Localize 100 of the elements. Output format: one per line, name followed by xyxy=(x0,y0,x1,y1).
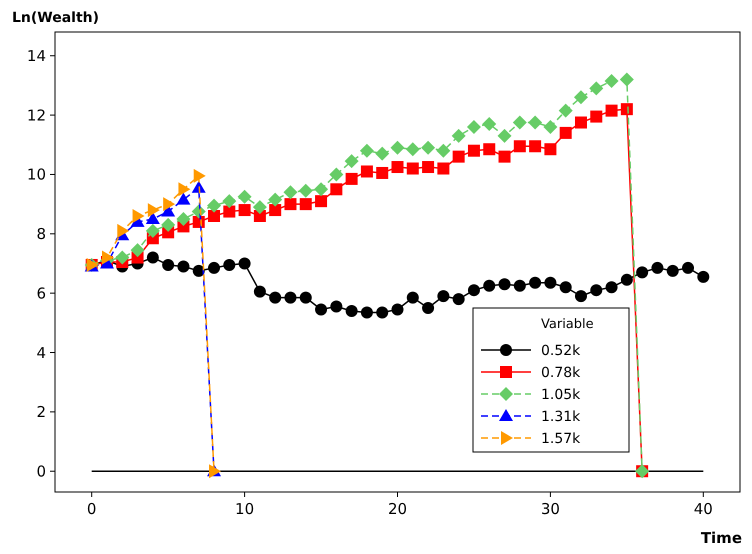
point xyxy=(163,197,176,212)
point xyxy=(284,292,296,304)
point xyxy=(406,292,419,304)
point xyxy=(529,276,542,289)
point xyxy=(284,198,296,210)
point xyxy=(436,144,450,158)
x-tick-label: 10 xyxy=(235,500,254,518)
point xyxy=(315,195,328,208)
point xyxy=(162,258,174,271)
point xyxy=(208,262,220,274)
point xyxy=(117,224,130,238)
point xyxy=(452,150,465,163)
point xyxy=(346,304,358,317)
point xyxy=(360,144,374,158)
point xyxy=(392,161,404,174)
x-tick-label: 0 xyxy=(86,500,96,518)
point xyxy=(161,218,176,232)
point xyxy=(207,198,222,213)
point xyxy=(102,250,114,265)
point xyxy=(390,140,404,155)
legend-label: 0.52k xyxy=(541,342,582,359)
point xyxy=(590,110,602,123)
point xyxy=(452,128,466,143)
point xyxy=(146,252,159,264)
legend-label: 1.31k xyxy=(541,408,582,425)
y-tick-label: 4 xyxy=(36,344,46,362)
point xyxy=(254,286,266,298)
point xyxy=(130,243,145,258)
point xyxy=(376,166,388,179)
x-tick-label: 40 xyxy=(694,500,713,518)
point xyxy=(483,280,496,292)
point xyxy=(468,144,480,157)
point xyxy=(466,120,481,134)
point xyxy=(300,198,312,210)
point xyxy=(482,117,496,131)
point xyxy=(604,74,619,88)
point xyxy=(329,167,344,182)
y-tick-label: 6 xyxy=(36,284,46,302)
point xyxy=(560,126,572,139)
point xyxy=(330,300,342,313)
point xyxy=(620,274,633,286)
y-tick-label: 14 xyxy=(26,46,46,65)
point xyxy=(176,192,190,205)
point xyxy=(437,162,450,175)
point xyxy=(315,303,328,316)
point xyxy=(697,270,710,283)
point xyxy=(194,168,206,183)
point xyxy=(298,184,313,198)
point xyxy=(376,306,388,318)
point xyxy=(651,262,664,274)
point xyxy=(590,284,602,296)
point xyxy=(178,182,190,196)
point xyxy=(544,276,556,289)
y-axis-title: Ln(Wealth) xyxy=(12,10,100,26)
point xyxy=(375,146,390,161)
y-tick-label: 0 xyxy=(36,462,46,480)
point xyxy=(574,116,587,129)
y-tick-label: 8 xyxy=(36,225,46,244)
point xyxy=(268,192,282,207)
point xyxy=(529,140,542,152)
point xyxy=(146,224,160,238)
point xyxy=(208,210,220,222)
point xyxy=(544,143,556,156)
point xyxy=(269,292,282,304)
point xyxy=(360,165,373,178)
point xyxy=(421,140,436,155)
y-tick-label: 2 xyxy=(36,403,46,422)
point xyxy=(636,266,648,278)
point xyxy=(346,172,358,185)
point xyxy=(238,257,251,270)
point xyxy=(514,280,526,292)
legend-title: Variable xyxy=(541,317,594,332)
point xyxy=(574,290,587,302)
point xyxy=(222,194,236,208)
point xyxy=(283,185,298,200)
y-tick-label: 12 xyxy=(26,106,46,124)
point xyxy=(252,200,267,214)
point xyxy=(422,161,434,174)
point xyxy=(682,262,694,274)
legend-label: 1.05k xyxy=(541,386,582,403)
point xyxy=(314,182,328,196)
point xyxy=(512,116,527,130)
point xyxy=(176,212,190,226)
point xyxy=(422,302,434,314)
point xyxy=(606,281,618,294)
x-axis-title: Time xyxy=(700,529,742,547)
x-tick-label: 20 xyxy=(388,500,408,518)
point xyxy=(269,204,282,216)
point xyxy=(177,260,190,272)
point xyxy=(574,90,588,104)
point xyxy=(238,190,252,204)
point xyxy=(300,292,312,304)
point xyxy=(620,72,634,86)
point xyxy=(452,293,465,306)
point xyxy=(344,154,359,168)
point xyxy=(132,209,145,223)
point xyxy=(223,258,236,271)
point xyxy=(238,204,251,216)
point xyxy=(437,290,450,302)
point xyxy=(666,264,679,277)
